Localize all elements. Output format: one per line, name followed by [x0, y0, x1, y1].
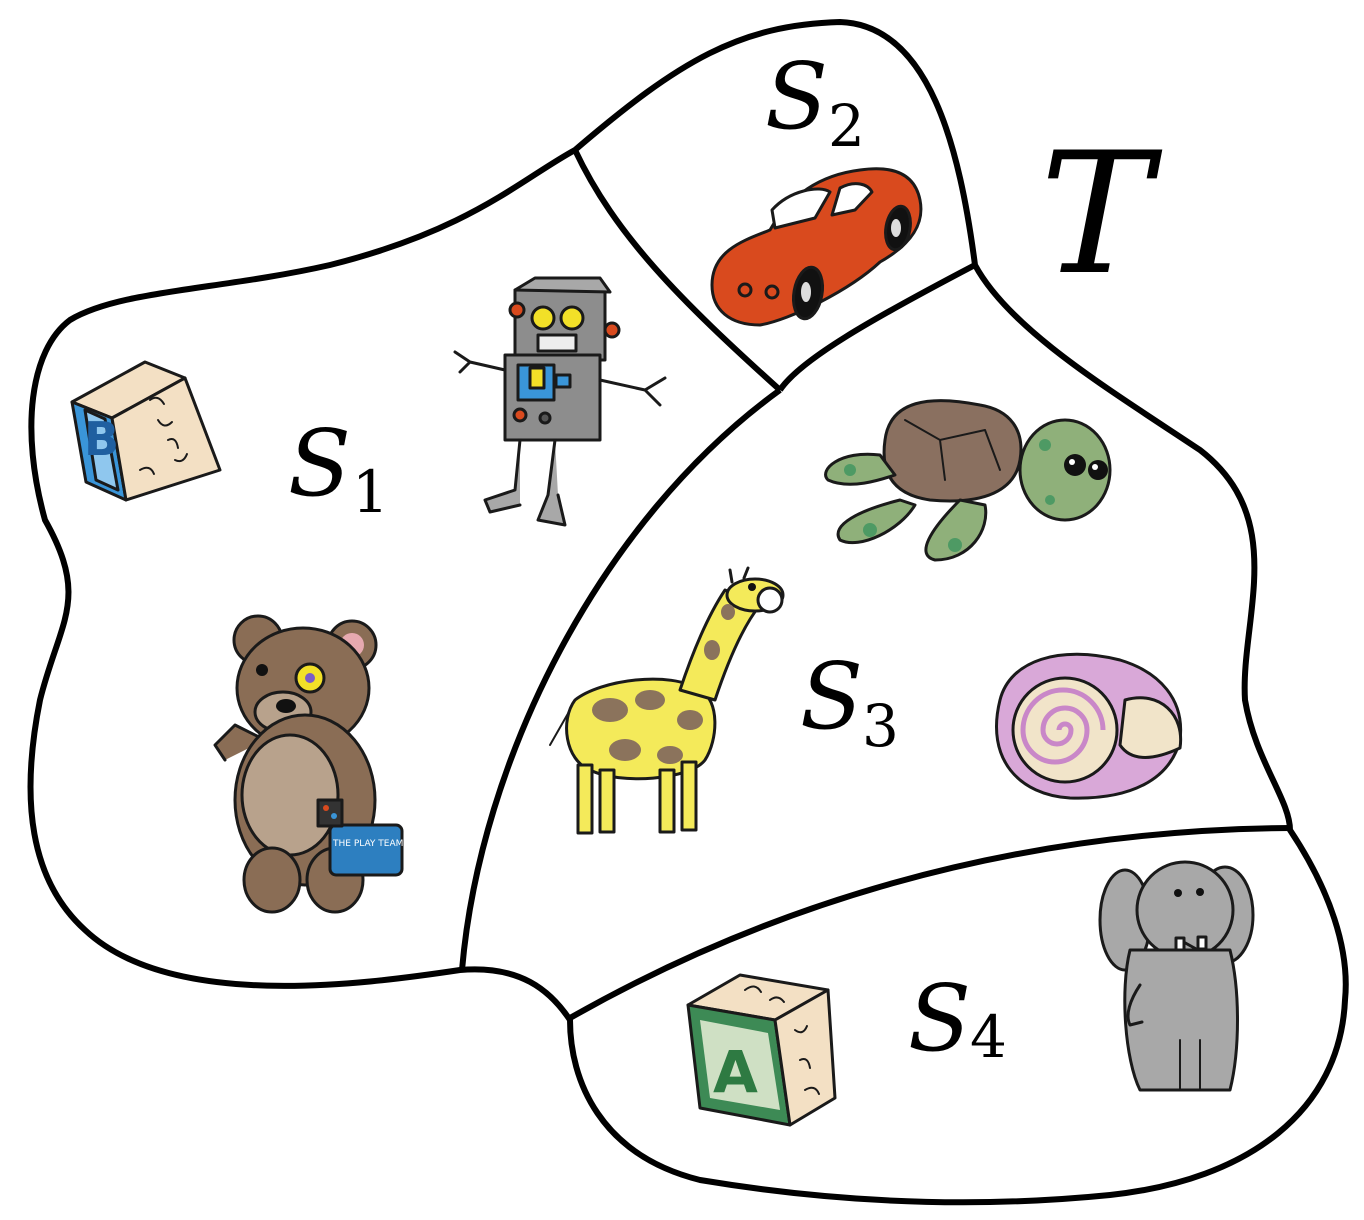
toy-car-icon	[710, 167, 923, 327]
elephant-icon	[1098, 860, 1255, 1092]
robot-icon	[453, 276, 667, 527]
divider-s3-s4	[568, 825, 1291, 1021]
label-t: T	[1040, 116, 1163, 312]
teddy-bear-icon: THE PLAY TEAM	[213, 614, 404, 914]
divider-s1-s3	[459, 387, 782, 971]
giraffe-icon	[549, 566, 785, 835]
blue-block-b-icon: B	[70, 360, 222, 502]
svg-text:2: 2	[828, 92, 865, 160]
svg-text:S: S	[800, 643, 863, 750]
svg-text:4: 4	[970, 1003, 1007, 1071]
svg-text:S: S	[908, 965, 971, 1072]
svg-text:A: A	[713, 1038, 758, 1106]
divider-s2-s3	[777, 262, 977, 392]
label-s3: S 3	[800, 643, 899, 760]
label-s4: S 4	[908, 965, 1007, 1072]
green-block-a-icon: A	[686, 973, 837, 1127]
svg-text:S: S	[288, 410, 351, 517]
label-s2: S 2	[765, 43, 865, 160]
svg-text:1: 1	[352, 458, 389, 526]
svg-text:THE PLAY TEAM: THE PLAY TEAM	[332, 839, 403, 849]
svg-text:S: S	[765, 43, 828, 150]
turtle-icon	[824, 399, 1112, 562]
divider-s1-s2	[572, 148, 783, 393]
label-s1: S 1	[288, 410, 389, 526]
svg-text:3: 3	[862, 692, 899, 760]
snail-shell-icon	[995, 652, 1183, 800]
svg-text:B: B	[84, 412, 119, 466]
set-t-boundary	[27, 18, 1349, 1206]
